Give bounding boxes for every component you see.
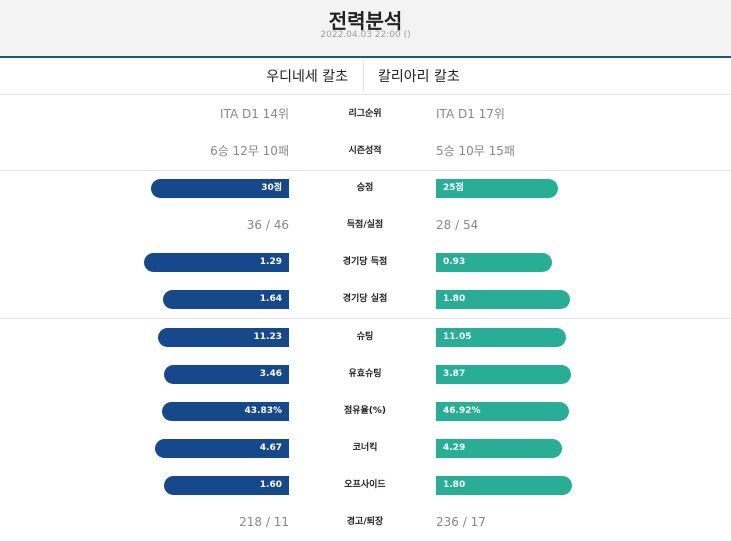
away-stat-bar: 0.93 bbox=[436, 253, 552, 272]
home-stat-text: 36 / 46 bbox=[246, 218, 289, 232]
stat-label: 오프사이드 bbox=[344, 480, 386, 490]
home-stat-value: 30점 bbox=[261, 183, 282, 193]
home-stat-bar: 1.29 bbox=[144, 253, 289, 272]
away-stat-value: 3.87 bbox=[443, 369, 466, 379]
home-stat-bar: 11.23 bbox=[158, 328, 289, 347]
section-divider bbox=[0, 170, 731, 171]
away-stat-value: 25점 bbox=[443, 183, 464, 193]
home-team-name[interactable]: 우디네세 칼초 bbox=[266, 69, 348, 85]
away-stat-text: 28 / 54 bbox=[436, 218, 479, 232]
stat-row: 경고/퇴장 218 / 11 236 / 17 bbox=[0, 504, 731, 541]
away-stat-bar: 11.05 bbox=[436, 328, 566, 347]
home-stat-value: 1.64 bbox=[259, 294, 282, 304]
stat-label: 점유율(%) bbox=[343, 406, 387, 416]
stat-row: 슈팅 11.23 11.05 bbox=[0, 319, 731, 356]
home-stat-value: 4.67 bbox=[259, 443, 282, 453]
away-stat-value: 46.92% bbox=[443, 406, 481, 416]
stat-label: 득점/실점 bbox=[346, 220, 384, 230]
away-stat-value: 1.80 bbox=[443, 480, 466, 490]
home-stat-value: 3.46 bbox=[259, 369, 282, 379]
away-stat-bar: 3.87 bbox=[436, 365, 571, 384]
stat-row: 승점 30점 25점 bbox=[0, 170, 731, 207]
stat-row: 시즌성적 6승 12무 10패 5승 10무 15패 bbox=[0, 133, 731, 170]
stat-label: 경기당 득점 bbox=[342, 257, 388, 267]
stat-row: 유효슈팅 3.46 3.87 bbox=[0, 356, 731, 393]
home-stat-bar: 30점 bbox=[151, 179, 289, 198]
home-stat-text: 218 / 11 bbox=[239, 515, 289, 529]
stat-row: 리그순위 ITA D1 14위 ITA D1 17위 bbox=[0, 96, 731, 133]
away-stat-bar: 46.92% bbox=[436, 402, 569, 421]
stat-label: 시즌성적 bbox=[348, 146, 382, 156]
stat-label: 승점 bbox=[356, 183, 374, 193]
team-divider bbox=[363, 58, 364, 94]
section-divider bbox=[0, 318, 731, 319]
away-team-name[interactable]: 칼리아리 칼초 bbox=[378, 69, 460, 85]
home-stat-value: 43.83% bbox=[244, 406, 283, 416]
stat-row: 경기당 득점 1.29 0.93 bbox=[0, 244, 731, 281]
team-names-row: 우디네세 칼초 칼리아리 칼초 bbox=[0, 58, 731, 95]
home-stat-value: 11.23 bbox=[253, 332, 282, 342]
home-stat-bar: 1.60 bbox=[164, 476, 289, 495]
page-title: 전력분석 bbox=[328, 9, 403, 33]
away-stat-text: 5승 10무 15패 bbox=[436, 144, 515, 158]
stat-row: 경기당 실점 1.64 1.80 bbox=[0, 281, 731, 318]
stat-label: 코너킥 bbox=[352, 443, 378, 453]
away-stat-text: 236 / 17 bbox=[436, 515, 486, 529]
stat-label: 슈팅 bbox=[356, 332, 374, 342]
stat-label: 경기당 실점 bbox=[342, 294, 388, 304]
home-stat-bar: 4.67 bbox=[155, 439, 289, 458]
stat-row: 코너킥 4.67 4.29 bbox=[0, 430, 731, 467]
away-stat-bar: 1.80 bbox=[436, 290, 570, 309]
home-stat-value: 1.60 bbox=[259, 480, 282, 490]
match-datetime: 2022.04.03 22:00 () bbox=[320, 30, 411, 40]
home-stat-bar: 1.64 bbox=[163, 290, 289, 309]
away-stat-bar: 25점 bbox=[436, 179, 558, 198]
away-stat-value: 1.80 bbox=[443, 294, 466, 304]
stat-label: 유효슈팅 bbox=[348, 369, 382, 379]
home-stat-text: 6승 12무 10패 bbox=[210, 144, 289, 158]
away-stat-value: 4.29 bbox=[443, 443, 466, 453]
away-stat-text: ITA D1 17위 bbox=[436, 107, 505, 121]
away-stat-value: 11.05 bbox=[443, 332, 472, 342]
away-stat-bar: 4.29 bbox=[436, 439, 562, 458]
stat-row: 오프사이드 1.60 1.80 bbox=[0, 467, 731, 504]
home-stat-bar: 3.46 bbox=[164, 365, 289, 384]
home-stat-text: ITA D1 14위 bbox=[220, 107, 289, 121]
home-stat-value: 1.29 bbox=[259, 257, 282, 267]
stat-label: 경고/퇴장 bbox=[346, 517, 384, 527]
home-stat-bar: 43.83% bbox=[162, 402, 289, 421]
stat-row: 점유율(%) 43.83% 46.92% bbox=[0, 393, 731, 430]
stat-row: 득점/실점 36 / 46 28 / 54 bbox=[0, 207, 731, 244]
away-stat-bar: 1.80 bbox=[436, 476, 572, 495]
away-stat-value: 0.93 bbox=[443, 257, 466, 267]
stat-label: 리그순위 bbox=[348, 109, 382, 119]
header: 전력분석 2022.04.03 22:00 () bbox=[0, 0, 731, 58]
